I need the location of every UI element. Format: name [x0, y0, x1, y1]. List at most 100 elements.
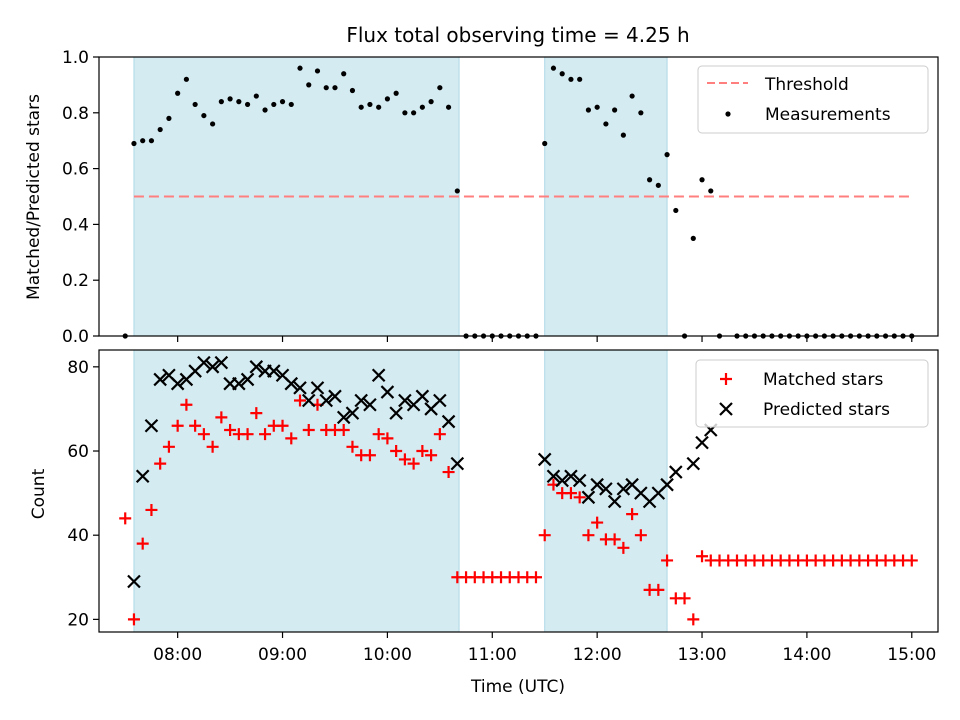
predicted-point-10 [214, 355, 229, 370]
measurement-point-50 [559, 71, 565, 77]
matched-point-32 [398, 453, 411, 466]
measurement-point-29 [376, 104, 382, 110]
measurement-point-30 [384, 96, 391, 102]
predicted-point-37 [450, 456, 465, 471]
matched-point-10 [206, 440, 219, 453]
measurement-point-52 [577, 76, 583, 82]
legend-predicted-label: Predicted stars [763, 400, 890, 420]
measurement-point-2 [140, 138, 146, 144]
predicted-point-35 [433, 393, 447, 408]
bottom-ytick-label-0: 20 [67, 610, 89, 630]
measurement-point-7 [183, 76, 189, 82]
predicted-point-40 [555, 473, 569, 488]
matched-point-35 [425, 449, 438, 462]
predicted-point-39 [546, 469, 561, 484]
measurement-point-61 [655, 182, 661, 188]
matched-point-66 [696, 550, 709, 563]
predicted-point-9 [205, 360, 220, 374]
predicted-stars-points [127, 355, 718, 589]
measurement-point-15 [253, 93, 259, 99]
predicted-point-46 [607, 494, 622, 509]
matched-point-19 [285, 432, 298, 445]
matched-point-37 [442, 466, 455, 479]
predicted-point-12 [232, 376, 246, 391]
matched-point-65 [687, 613, 700, 626]
matched-point-28 [363, 449, 376, 462]
predicted-point-55 [695, 435, 709, 450]
top-ytick-label-1: 0.2 [62, 271, 89, 291]
measurement-point-49 [550, 65, 557, 71]
predicted-point-29 [380, 385, 395, 399]
xtick-label-3: 11:00 [468, 645, 517, 665]
measurement-point-12 [227, 96, 233, 102]
matched-point-7 [180, 398, 193, 411]
legend-matched-swatch [720, 373, 732, 385]
bottom-x-axis: 08:00 09:00 10:00 11:00 12:00 13:00 14:00 15:00 [153, 632, 936, 665]
measurement-point-17 [271, 101, 277, 108]
predicted-point-24 [336, 410, 351, 425]
predicted-point-45 [599, 482, 613, 496]
predicted-point-44 [590, 477, 604, 492]
top-ytick-label-0: 0.0 [62, 327, 89, 347]
legend-measurement-swatch [725, 111, 731, 117]
predicted-point-54 [686, 456, 701, 471]
matched-point-1 [127, 613, 140, 626]
predicted-point-26 [354, 393, 368, 408]
predicted-point-2 [144, 418, 159, 433]
measurement-point-24 [332, 85, 338, 91]
predicted-point-1 [135, 469, 150, 484]
measurement-point-23 [323, 85, 329, 91]
xtick-label-2: 10:00 [363, 645, 412, 665]
predicted-point-8 [197, 355, 211, 370]
predicted-point-5 [170, 376, 185, 391]
predicted-point-23 [328, 389, 342, 404]
predicted-point-27 [363, 397, 377, 412]
measurement-point-58 [629, 93, 635, 99]
predicted-point-16 [267, 364, 281, 378]
bottom-subplot: 20 40 60 80 08:00 09:00 10:00 11:00 12:00 13:00 1… [29, 349, 939, 697]
matched-point-34 [416, 445, 429, 458]
matched-point-51 [564, 487, 577, 500]
matched-point-59 [634, 529, 647, 542]
bottom-ytick-label-3: 80 [67, 358, 89, 378]
top-legend: Threshold Measurements [697, 65, 929, 134]
predicted-point-41 [564, 469, 578, 484]
matched-point-14 [241, 428, 254, 441]
measurement-point-63 [673, 207, 679, 214]
matched-point-6 [171, 419, 184, 432]
measurement-point-32 [402, 110, 408, 116]
matched-point-56 [608, 533, 621, 546]
bottom-y-axis-label: Count [29, 468, 49, 519]
legend-predicted-swatch [719, 402, 733, 416]
predicted-point-43 [581, 490, 596, 505]
measurement-point-56 [612, 107, 618, 113]
matched-point-4 [154, 457, 167, 470]
measurement-point-36 [437, 85, 443, 91]
xtick-label-4: 12:00 [573, 645, 622, 665]
matched-point-90 [905, 554, 918, 567]
predicted-point-31 [398, 393, 412, 408]
measurement-point-67 [708, 188, 714, 194]
matched-point-21 [302, 423, 315, 436]
matched-stars-points [119, 394, 918, 626]
matched-point-30 [381, 432, 394, 445]
bottom-legend-box [695, 359, 929, 428]
measurement-point-38 [454, 188, 460, 194]
matched-point-5 [162, 440, 175, 453]
xtick-label-0: 08:00 [153, 645, 202, 665]
matched-point-62 [661, 554, 674, 567]
figure-title: Flux total observing time = 4.25 h [346, 23, 689, 47]
measurement-point-13 [236, 99, 242, 105]
bottom-ytick-label-1: 40 [67, 526, 89, 546]
legend-measurement-label: Measurements [765, 105, 891, 125]
top-ytick-label-4: 0.8 [62, 104, 89, 124]
xtick-label-5: 13:00 [678, 645, 727, 665]
matched-point-53 [582, 529, 595, 542]
top-y-axis: 0.0 0.2 0.4 0.6 0.8 1.0 [62, 48, 99, 347]
matched-point-9 [197, 428, 210, 441]
measurement-point-16 [262, 107, 268, 113]
predicted-point-20 [301, 393, 316, 408]
measurement-point-57 [620, 132, 626, 138]
predicted-point-14 [249, 360, 264, 374]
